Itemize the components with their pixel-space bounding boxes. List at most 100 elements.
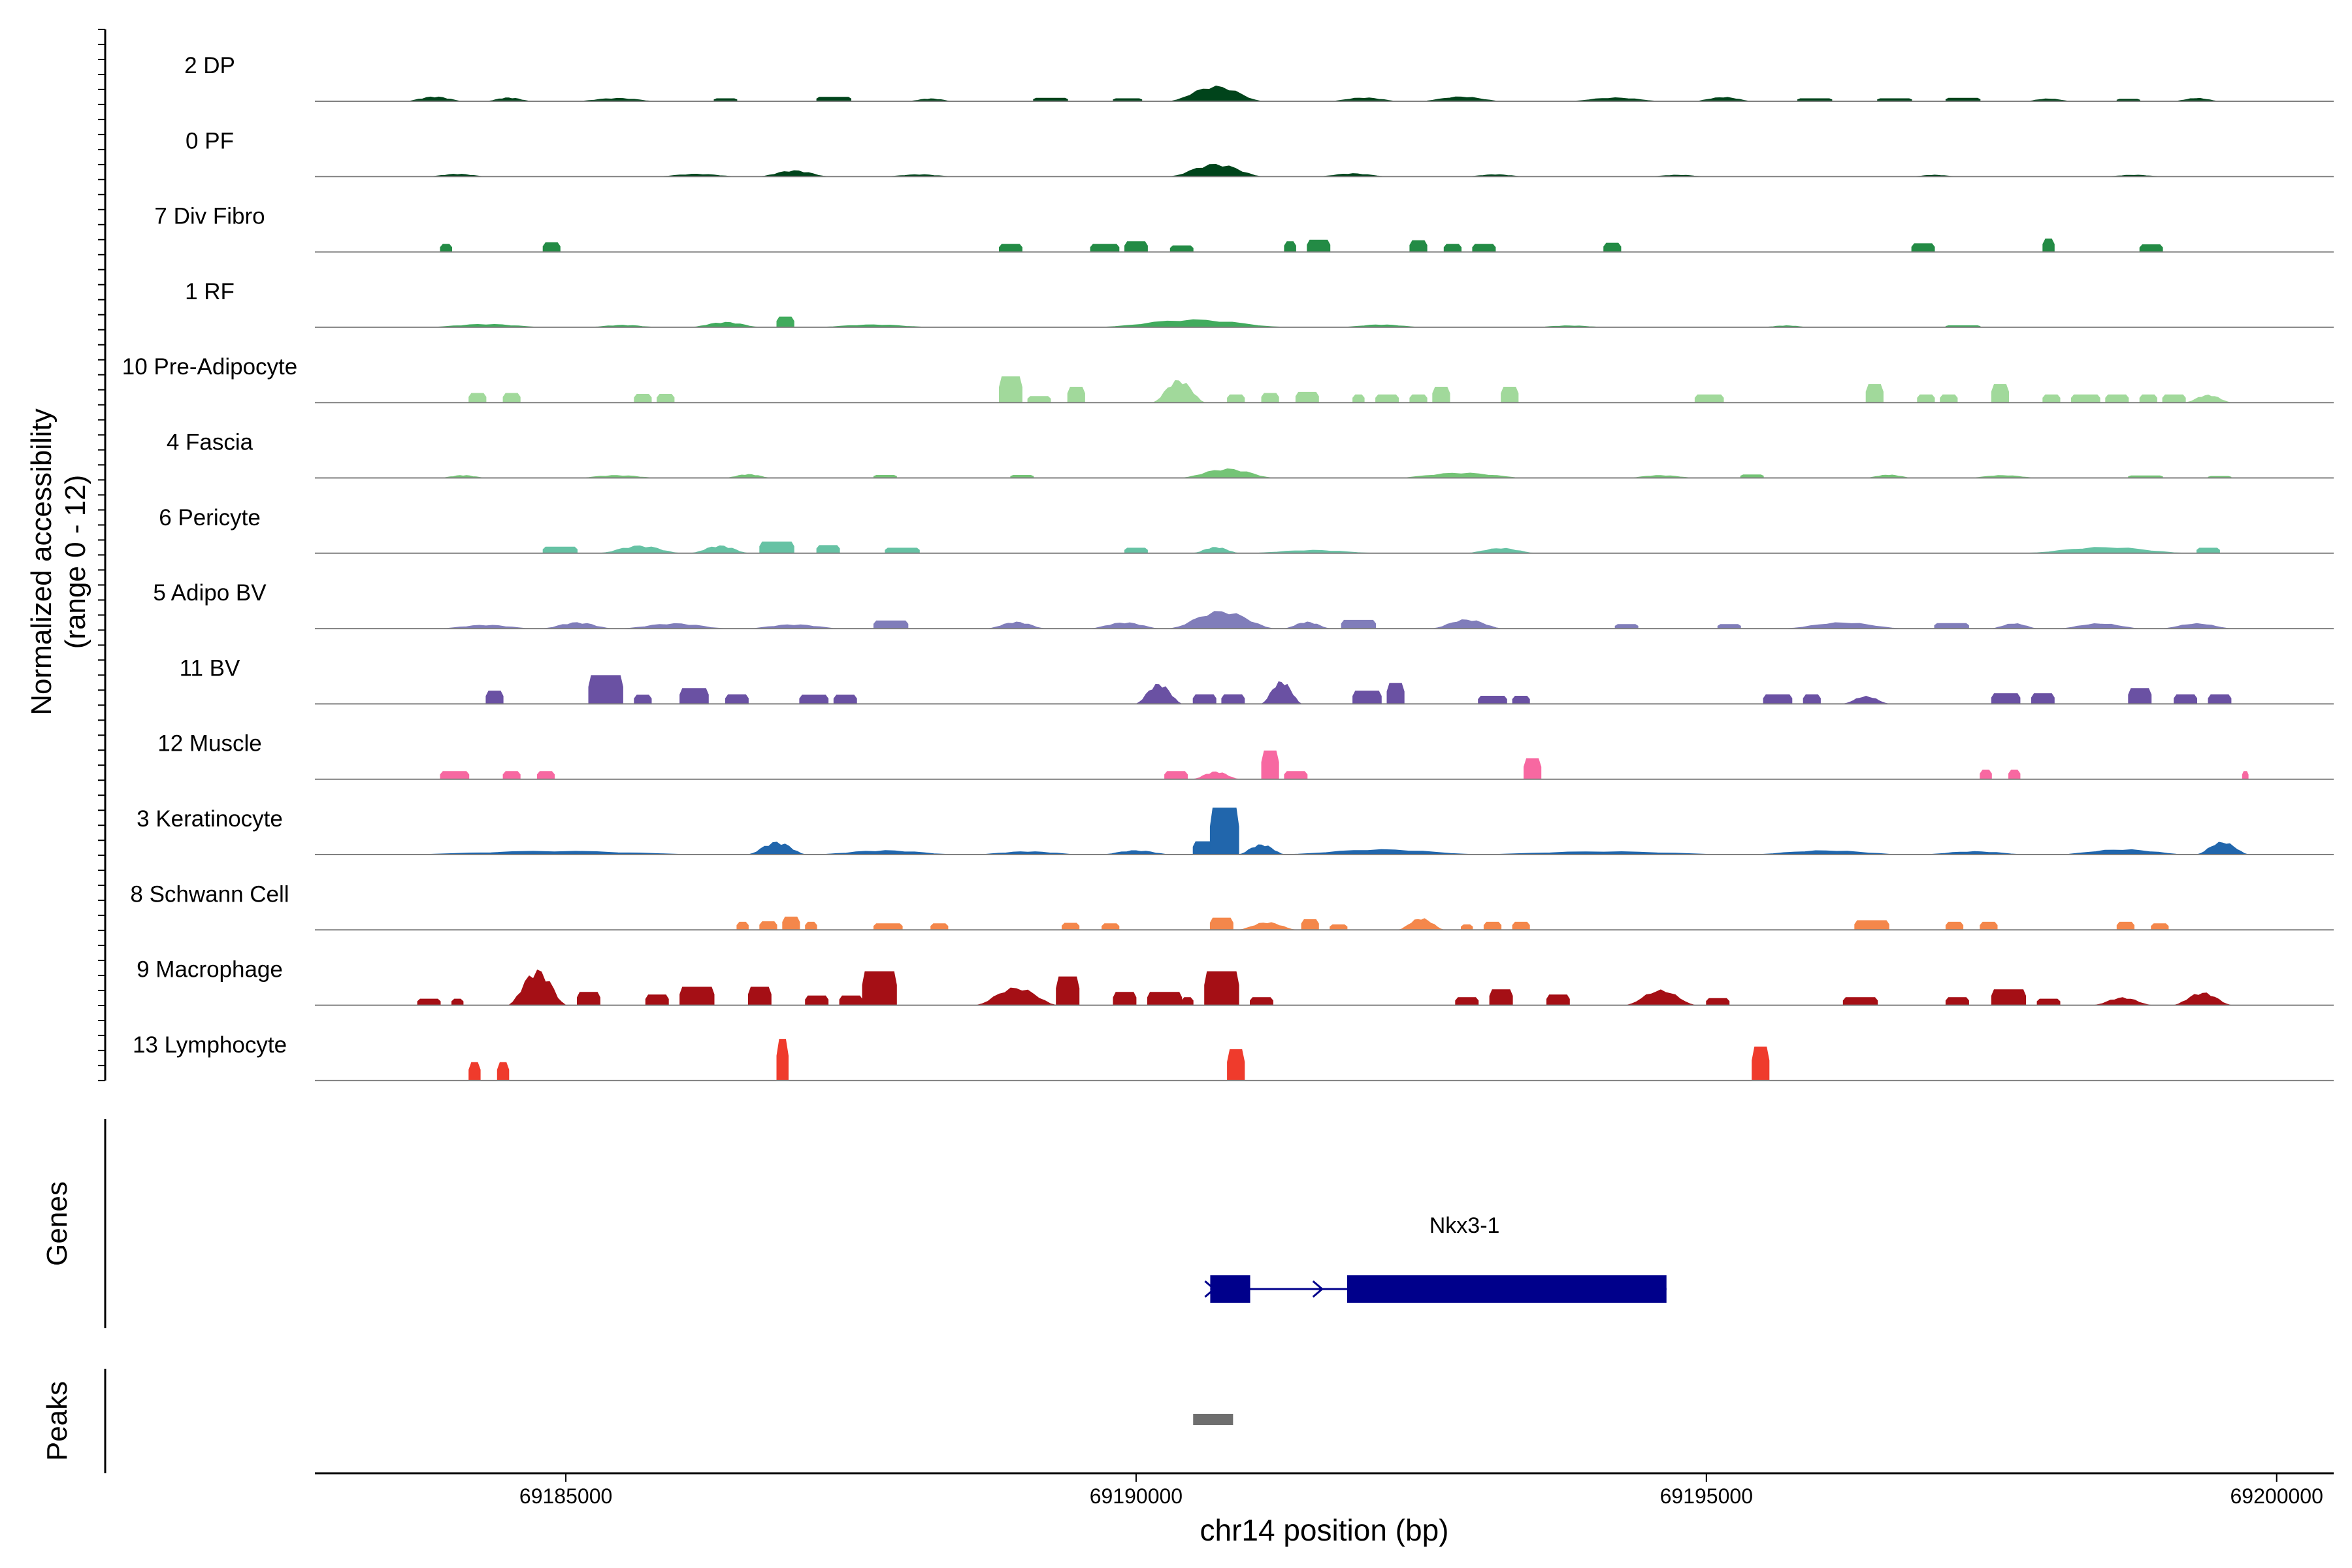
signal-peak [1467,547,1536,554]
signal-peak [1991,623,2038,629]
signal-peak [1261,393,1279,403]
signal-peak [1512,921,1530,930]
signal-peak [440,771,470,780]
signal-peak [759,921,777,930]
signal-peak [1524,758,1542,780]
signal-peak [1786,622,1901,629]
signal-peak [999,244,1022,253]
signal-peak [634,394,652,403]
peaks-label: Peaks [41,1381,73,1461]
signal-peak [1917,394,1935,403]
signal-peak [1192,694,1217,704]
signal-peak [1603,242,1622,253]
signal-peak [2242,771,2249,780]
signal-peak [497,1062,510,1081]
signal-peak [816,545,840,554]
coverage-tracks: 2 DP 0 PF 7 Div Fibro 1 RF 10 Pre-Adipocyte 4… [122,53,2334,1081]
signal-peak [2185,394,2232,403]
track-label: 7 Div Fibro [154,204,265,229]
track-9-macrophage: 9 Macrophage [137,957,2334,1006]
signal-peak [1421,96,1501,102]
strand-arrow-icon [1204,1280,1216,1298]
track-6-pericyte: 6 Pericyte [159,505,2334,554]
signal-peak [1284,849,1478,855]
signal-peak [873,923,903,930]
signal-peak [451,998,464,1006]
signal-peak [1478,696,1507,704]
signal-peak [2059,849,2186,855]
signal-peak [1843,695,1889,704]
signal-peak [1854,920,1889,930]
signal-peak [1227,1049,1245,1081]
gene-exon [1347,1275,1667,1303]
track-label: 1 RF [185,279,235,304]
signal-peak [999,376,1022,403]
signal-peak [485,691,504,704]
gene-exon [1210,1275,1250,1303]
signal-peak [1102,319,1284,328]
signal-peak [805,921,817,930]
x-tick-label: 69185000 [519,1484,612,1508]
signal-peak [1945,997,1969,1006]
signal-peak [1432,619,1501,629]
signal-peak [2151,923,2169,930]
signal-peak [2042,238,2055,253]
gene-nkx3-1: Nkx3-1 [1204,1213,1667,1303]
signal-peak [1752,850,1901,855]
track-10-pre-adipocyte: 10 Pre-Adipocyte [122,354,2334,404]
track-label: 6 Pericyte [159,505,261,531]
gene-name-label: Nkx3-1 [1429,1213,1500,1238]
signal-peak [691,545,749,554]
track-label: 2 DP [184,53,235,78]
x-axis: 69185000 69190000 69195000 69200000 [315,1472,2334,1508]
signal-peak [543,622,612,629]
signal-peak [1991,693,2021,704]
signal-peak [759,170,828,177]
track-0-pf: 0 PF [186,128,2334,178]
signal-peak [1135,683,1183,704]
signal-peak [1284,771,1308,780]
signal-peak [2174,992,2232,1006]
signal-peak [1980,921,1998,930]
signal-peak [440,244,452,253]
signal-peak [1301,919,1319,930]
signal-peak [2163,623,2231,629]
track-label: 8 Schwann Cell [130,881,289,907]
signal-peak [2197,547,2220,554]
signal-peak [1284,241,1296,253]
signal-peak [1865,384,1884,403]
signal-peak [1455,997,1479,1006]
signal-peak [2208,694,2232,704]
signal-peak [588,675,623,704]
signal-peak [1090,622,1159,629]
signal-peak [1204,971,1239,1006]
signal-peak [542,242,561,253]
signal-peak [1512,696,1530,704]
signal-peak [1398,472,1524,478]
signal-peak [2042,394,2061,403]
signal-peak [1102,850,1171,855]
signal-peak [691,321,760,328]
signal-peak [634,694,652,704]
signal-peak [1152,380,1205,403]
peaks-panel [104,1369,1233,1473]
signal-peak [1170,163,1262,177]
signal-peak [987,621,1045,629]
track-3-keratinocyte: 3 Keratinocyte [137,806,2334,855]
track-label: 10 Pre-Adipocyte [122,354,297,380]
signal-peak [2139,394,2157,403]
signal-peak [600,545,680,554]
signal-peak [1341,619,1377,629]
signal-peak [1221,694,1245,704]
signal-peak [782,917,800,930]
signal-peak [1626,989,1695,1006]
signal-peak [1181,468,1273,478]
signal-peak [1489,989,1513,1006]
signal-peak [1307,239,1331,253]
y-axis-range: (range 0 - 12) [59,475,91,649]
signal-peak [542,546,578,554]
signal-peak [1124,241,1148,253]
signal-peak [1056,976,1080,1006]
signal-peak [776,316,794,328]
